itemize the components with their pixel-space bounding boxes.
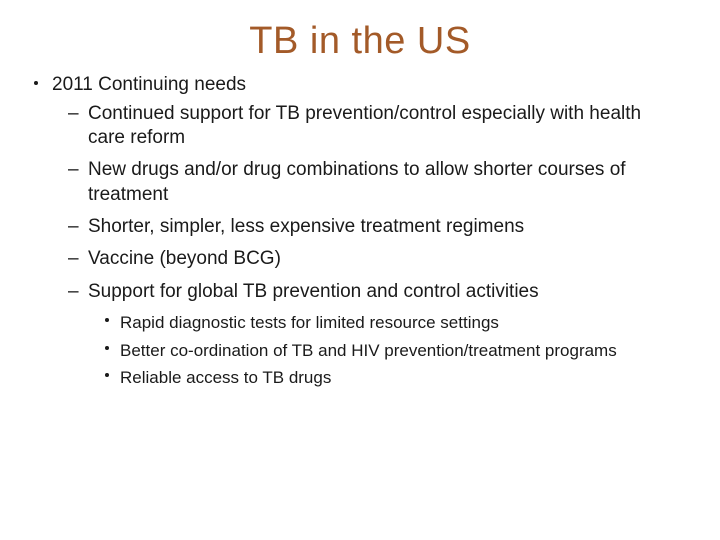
bullet-dot-icon: [105, 346, 109, 350]
bullet-text-3: Shorter, simpler, less expensive treatme…: [88, 216, 524, 237]
bullet-level2-2: – New drugs and/or drug combinations to a…: [30, 158, 690, 207]
dash-icon: –: [68, 280, 79, 304]
bullet-level2-5: – Support for global TB prevention and co…: [30, 280, 690, 304]
bullet-level2-3: – Shorter, simpler, less expensive treatm…: [30, 215, 690, 239]
dash-icon: –: [68, 158, 79, 182]
bullet-level3-7: Better co-ordination of TB and HIV preve…: [30, 340, 690, 362]
dash-icon: –: [68, 215, 79, 239]
bullet-text-0: 2011 Continuing needs: [52, 74, 246, 95]
bullet-level2-4: – Vaccine (beyond BCG): [30, 247, 690, 271]
dash-icon: –: [68, 247, 79, 271]
bullet-level3-6: Rapid diagnostic tests for limited resou…: [30, 312, 690, 334]
bullet-text-7: Better co-ordination of TB and HIV preve…: [120, 341, 617, 360]
slide-container: TB in the US 2011 Continuing needs – Conti…: [0, 0, 720, 540]
bullet-level3-8: Reliable access to TB drugs: [30, 367, 690, 389]
bullet-dot-icon: [105, 318, 109, 322]
bullet-text-6: Rapid diagnostic tests for limited resou…: [120, 313, 499, 332]
bullet-level2-1: – Continued support for TB prevention/con…: [30, 102, 690, 151]
dash-icon: –: [68, 102, 79, 126]
bullet-text-4: Vaccine (beyond BCG): [88, 248, 281, 269]
bullet-dot-icon: [105, 373, 109, 377]
bullet-text-1: Continued support for TB prevention/cont…: [88, 103, 641, 148]
bullet-text-8: Reliable access to TB drugs: [120, 368, 331, 387]
bullet-text-2: New drugs and/or drug combinations to al…: [88, 159, 626, 204]
bullet-dot-icon: [34, 81, 38, 85]
bullet-list: 2011 Continuing needs – Continued support …: [30, 73, 690, 395]
bullet-level1-0: 2011 Continuing needs: [30, 73, 690, 98]
bullet-text-5: Support for global TB prevention and con…: [88, 281, 539, 302]
slide-title: TB in the US: [30, 20, 690, 63]
